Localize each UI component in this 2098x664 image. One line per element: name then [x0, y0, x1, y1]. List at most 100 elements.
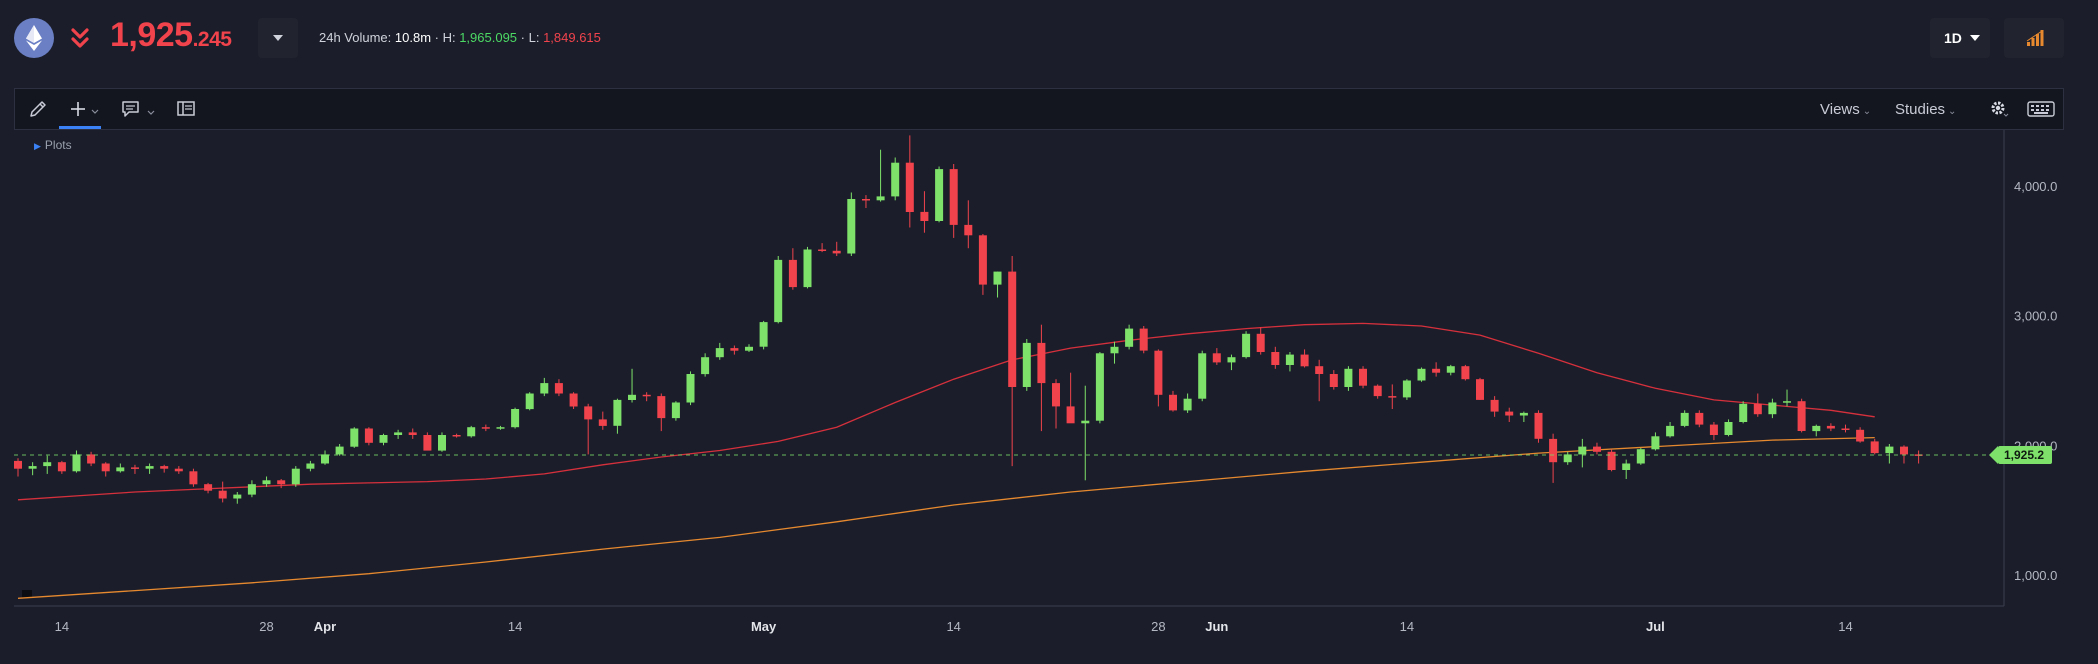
candle	[14, 458, 22, 477]
candle	[145, 463, 154, 474]
active-tool-indicator	[59, 126, 101, 129]
keyboard-button[interactable]	[2025, 89, 2057, 129]
candle	[1607, 449, 1616, 472]
candle	[1724, 419, 1733, 437]
candle	[72, 450, 81, 473]
studies-label: Studies	[1895, 101, 1946, 118]
draw-tool-button[interactable]	[23, 89, 53, 129]
signal-bars-button[interactable]	[2004, 18, 2064, 58]
x-tick-label: 14	[55, 619, 69, 634]
candle	[1461, 364, 1470, 381]
candle	[1300, 349, 1309, 368]
candle	[671, 401, 680, 421]
candle	[628, 368, 636, 403]
candle	[408, 428, 417, 439]
candle	[540, 377, 549, 397]
candle	[321, 450, 329, 465]
candle	[87, 451, 96, 467]
plots-toggle[interactable]: ▶ Plots	[34, 138, 72, 152]
candle	[554, 379, 563, 397]
candle	[467, 425, 476, 438]
candle	[1066, 372, 1075, 424]
layout-panel-button[interactable]	[171, 89, 201, 129]
candle	[745, 344, 753, 352]
candle	[1139, 326, 1148, 354]
short-moving-average-line	[17, 322, 1875, 501]
volume-value: 10.8m	[394, 30, 432, 45]
candle	[1446, 364, 1455, 376]
candle	[1359, 366, 1367, 389]
candle	[247, 480, 256, 498]
candle	[1783, 389, 1791, 407]
candle	[1037, 324, 1046, 432]
candle	[920, 191, 929, 233]
candle	[584, 403, 593, 455]
candle	[131, 464, 139, 474]
y-axis: 1,000.02,000.03,000.04,000.0	[2014, 179, 2057, 583]
x-tick-label: Jun	[1205, 619, 1228, 634]
candle	[174, 466, 183, 474]
comment-tool-button[interactable]	[119, 89, 159, 129]
long-moving-average-line	[17, 436, 1875, 599]
candle	[1709, 422, 1718, 441]
candle	[964, 200, 973, 249]
candle	[1329, 370, 1338, 390]
candle	[1680, 410, 1689, 428]
candle	[1242, 331, 1251, 359]
candle	[1388, 384, 1397, 409]
chevron-down-icon	[91, 109, 99, 114]
asset-dropdown-button[interactable]	[258, 18, 298, 58]
candle	[277, 479, 286, 489]
candle	[1768, 398, 1777, 419]
gear-icon	[1991, 101, 2009, 117]
candle	[43, 455, 52, 474]
candle	[204, 482, 213, 494]
candle	[1169, 390, 1177, 412]
candle	[1271, 346, 1280, 369]
chevron-down-icon	[147, 110, 155, 115]
volume-label: 24h Volume:	[319, 30, 395, 45]
candle	[1695, 410, 1704, 428]
candle	[1563, 451, 1572, 465]
candle	[57, 460, 66, 474]
low-label: · L:	[517, 30, 544, 45]
x-tick-label: 28	[1151, 619, 1165, 634]
high-label: · H:	[431, 30, 460, 45]
chart-frame	[14, 130, 2005, 607]
candle	[818, 243, 827, 253]
candle	[759, 320, 768, 350]
candle	[1212, 348, 1221, 365]
candle	[1534, 410, 1543, 443]
panel-layout-icon	[177, 101, 195, 116]
candle	[1183, 393, 1192, 413]
candlestick-chart-svg[interactable]: 1,000.02,000.03,000.04,000.0 14 28 Apr 14 Ma…	[0, 130, 2098, 664]
candle	[394, 429, 403, 439]
candle	[1432, 362, 1441, 377]
chevron-down-icon: ⌄	[1862, 106, 1872, 117]
current-price: 1,925.245	[110, 16, 232, 55]
triangle-right-icon: ▶	[34, 141, 41, 151]
candle	[1125, 324, 1134, 350]
x-tick-label: Jul	[1646, 619, 1665, 634]
candle	[613, 398, 622, 434]
add-indicator-button[interactable]	[65, 89, 105, 129]
candle	[978, 234, 987, 295]
candle	[1739, 401, 1748, 424]
interval-selector[interactable]: 1D	[1930, 18, 1990, 58]
candle	[598, 411, 607, 430]
studies-menu[interactable]: Studies ⌄	[1895, 101, 1956, 118]
candle	[452, 433, 461, 438]
x-tick-label: Apr	[314, 619, 336, 634]
candle	[1285, 352, 1294, 372]
settings-button[interactable]	[1989, 89, 2015, 129]
price-chart[interactable]: 1,000.02,000.03,000.04,000.0 14 28 Apr 14 Ma…	[0, 130, 2098, 664]
candle	[905, 135, 914, 228]
candle	[1622, 459, 1631, 479]
x-tick-label: 14	[508, 619, 522, 634]
current-price-tag: 1,925.2	[1988, 446, 2053, 464]
candle	[116, 463, 125, 473]
views-menu[interactable]: Views ⌄	[1820, 101, 1871, 118]
candle	[306, 460, 315, 472]
candle	[1797, 398, 1806, 433]
x-tick-label: May	[751, 619, 777, 634]
